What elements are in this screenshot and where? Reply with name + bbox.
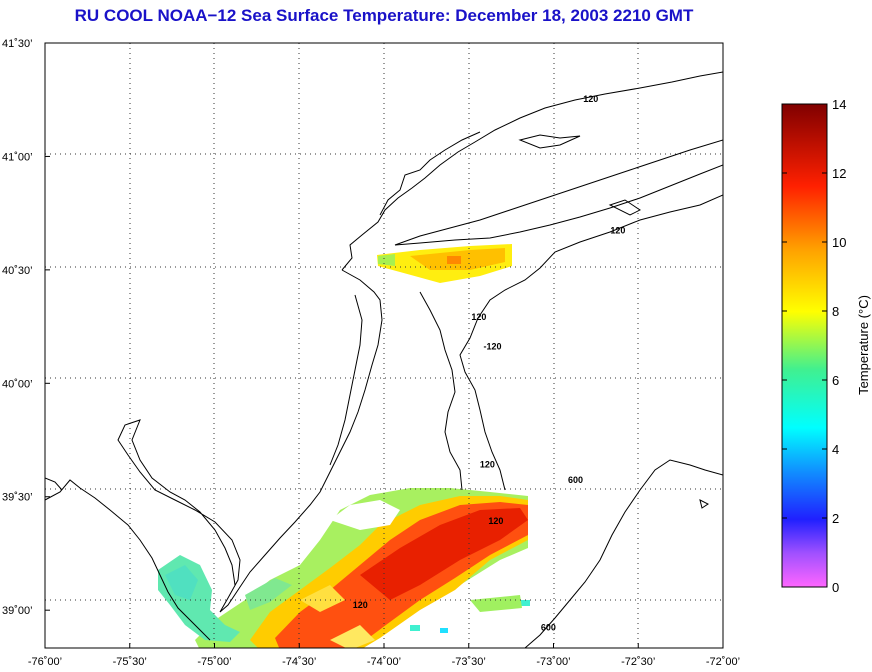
lat-tick-label: 39˚30’	[2, 492, 33, 504]
lon-axis: -76˚00’ -75˚30’ -75˚00’ -74˚30’ -74˚00’ -73˚3…	[28, 643, 740, 668]
lon-tick-label: -76˚00’	[28, 656, 62, 668]
lat-tick-label: 41˚30’	[2, 38, 33, 50]
lon-tick-label: -75˚00’	[197, 656, 231, 668]
contour-label: 120	[353, 600, 368, 610]
colorbar-tick-label: 10	[832, 235, 846, 250]
lat-tick-label: 40˚00’	[2, 378, 33, 390]
lon-tick-label: -72˚30’	[621, 656, 655, 668]
colorbar-tick-label: 6	[832, 373, 839, 388]
sst-patch-offshore	[195, 488, 530, 648]
colorbar: 0 2 4 6 8 10 12 14 Temperature (°C)	[781, 97, 871, 595]
contour-label: 120	[471, 312, 486, 322]
colorbar-label: Temperature (°C)	[856, 295, 871, 395]
colorbar-tick-label: 8	[832, 304, 839, 319]
lon-tick-label: -73˚00’	[536, 656, 570, 668]
lon-tick-label: -73˚30’	[452, 656, 486, 668]
map-title: RU COOL NOAA−12 Sea Surface Temperature:…	[74, 6, 694, 25]
contour-label: 120	[583, 94, 598, 104]
sst-layer	[158, 244, 530, 648]
contour-label: 120	[610, 226, 625, 236]
contour-label: 120	[480, 459, 495, 469]
colorbar-tick-label: 4	[832, 442, 839, 457]
sst-patch-raritan	[377, 244, 512, 283]
colorbar-tick-label: 14	[832, 97, 846, 112]
colorbar-ticks: 0 2 4 6 8 10 12 14	[782, 97, 846, 595]
coastline	[45, 71, 723, 641]
lon-tick-label: -74˚00’	[367, 656, 401, 668]
lat-axis: 41˚30’ 41˚00’ 40˚30’ 40˚00’ 39˚30’ 39˚00’	[2, 38, 50, 617]
lat-tick-label: 41˚00’	[2, 151, 33, 163]
contour-labels: 120 120 120 -120 120 120 600 600 120	[353, 94, 626, 633]
contour-label: 600	[541, 623, 556, 633]
lon-tick-label: -72˚00’	[706, 656, 740, 668]
contour-label: 600	[568, 475, 583, 485]
colorbar-tick-label: 2	[832, 511, 839, 526]
colorbar-gradient	[781, 103, 828, 588]
lat-tick-label: 40˚30’	[2, 265, 33, 277]
contour-label: -120	[483, 341, 501, 351]
colorbar-tick-label: 12	[832, 166, 846, 181]
graticule	[45, 43, 723, 648]
lat-tick-label: 39˚00’	[2, 605, 33, 617]
lon-tick-label: -74˚30’	[282, 656, 316, 668]
contour-label: 120	[488, 516, 503, 526]
bathymetry-contours	[419, 134, 723, 648]
sst-patch-delaware-bay	[158, 555, 240, 642]
colorbar-tick-label: 0	[832, 580, 839, 595]
lon-tick-label: -75˚30’	[113, 656, 147, 668]
